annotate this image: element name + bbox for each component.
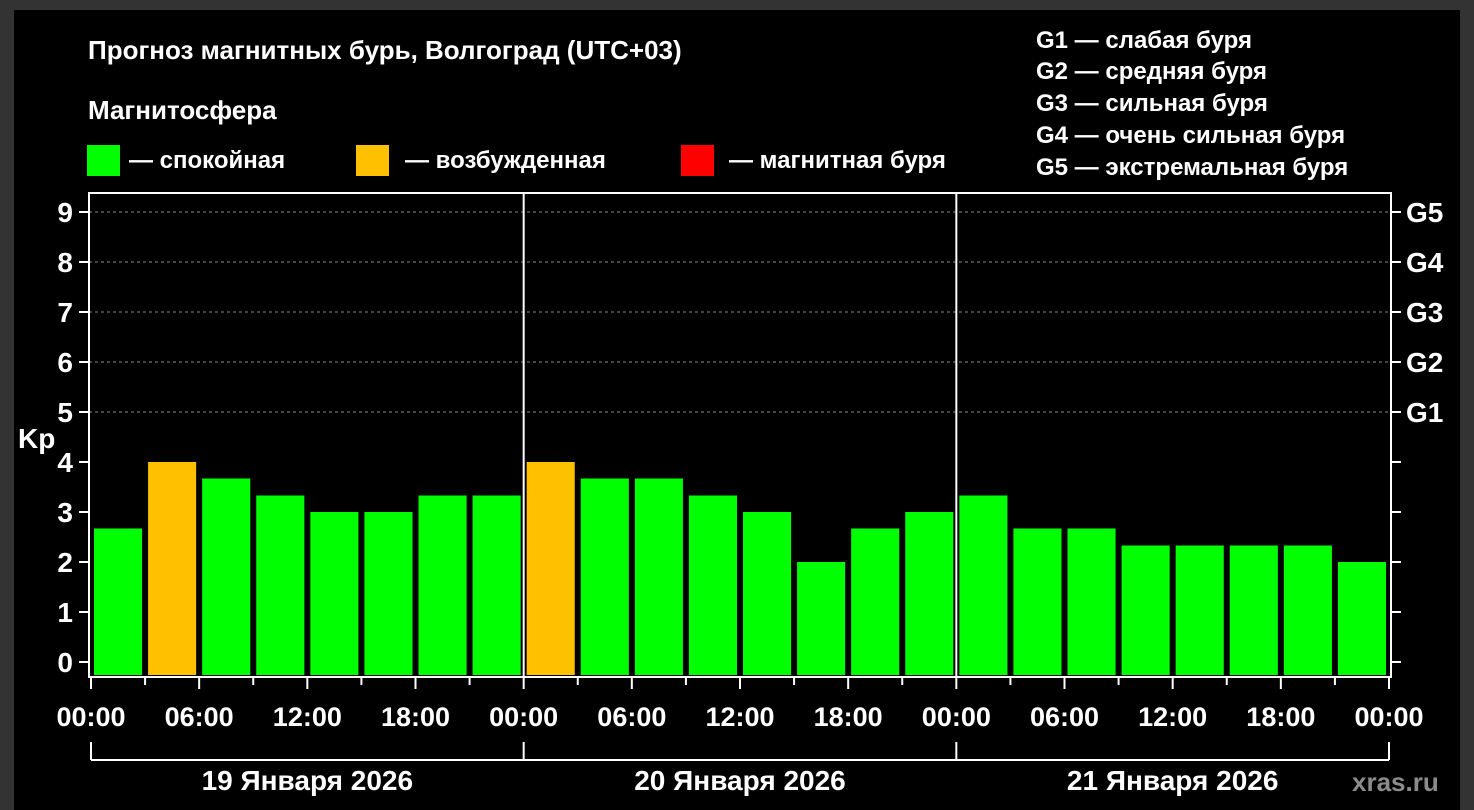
y-tick-label: 0 [57,647,73,678]
legend-swatch-storm [681,145,714,176]
storm-scale-g3: G3 — сильная буря [1036,90,1268,117]
x-tick-label: 06:00 [1030,702,1099,732]
x-tick-label: 00:00 [922,702,991,732]
legend-label-calm: — спокойная [129,147,285,174]
storm-scale-g5: G5 — экстремальная буря [1036,154,1348,181]
x-tick-label: 12:00 [705,702,774,732]
legend-swatch-excited [356,145,389,176]
chart-subtitle: Магнитосфера [88,95,277,125]
g-scale-label: G4 [1406,247,1444,278]
y-tick-label: 2 [57,547,73,578]
kp-chart: Прогноз магнитных бурь, Волгоград (UTC+0… [18,27,1444,797]
legend-label-storm: — магнитная буря [729,147,946,174]
x-tick-label: 12:00 [1138,702,1207,732]
kp-bar [472,495,521,675]
storm-scale-g4: G4 — очень сильная буря [1036,122,1345,149]
kp-bar [1121,545,1170,675]
y-tick-label: 1 [57,597,73,628]
g-scale-label: G1 [1406,397,1443,428]
kp-bar [94,528,143,675]
y-tick-label: 6 [57,347,73,378]
kp-bar [688,495,737,675]
day-label: 21 Января 2026 [1067,765,1279,796]
g-scale-label: G3 [1406,297,1443,328]
kp-bar [202,478,251,675]
y-axis-label: Kp [18,423,55,454]
x-tick-label: 00:00 [1354,702,1423,732]
watermark: xras.ru [1352,767,1439,797]
kp-bar [634,478,683,675]
x-tick-label: 18:00 [381,702,450,732]
x-tick-label: 00:00 [489,702,558,732]
day-label: 20 Января 2026 [634,765,846,796]
kp-bar [1337,562,1386,675]
y-tick-label: 3 [57,497,73,528]
kp-bar [1175,545,1224,675]
legend-swatch-calm [87,145,120,176]
kp-bar [256,495,305,675]
kp-bar [580,478,629,675]
chart-frame: Прогноз магнитных бурь, Волгоград (UTC+0… [14,10,1460,810]
kp-bar [1283,545,1332,675]
kp-bar [418,495,467,675]
chart-title: Прогноз магнитных бурь, Волгоград (UTC+0… [88,35,682,65]
x-tick-label: 18:00 [814,702,883,732]
kp-bar [797,562,846,675]
x-tick-label: 12:00 [273,702,342,732]
y-tick-label: 7 [57,297,73,328]
kp-bar [148,462,197,675]
kp-bar [1013,528,1062,675]
storm-scale-g2: G2 — средняя буря [1036,58,1267,85]
legend-label-excited: — возбужденная [405,147,606,174]
kp-bar [1067,528,1116,675]
kp-bar [743,512,792,675]
g-scale-label: G2 [1406,347,1443,378]
x-tick-label: 06:00 [597,702,666,732]
kp-bar [310,512,359,675]
kp-bar [851,528,900,675]
x-tick-label: 18:00 [1246,702,1315,732]
kp-bar [905,512,954,675]
storm-scale-g1: G1 — слабая буря [1036,27,1252,54]
g-scale-label: G5 [1406,197,1443,228]
x-tick-label: 00:00 [56,702,125,732]
day-label: 19 Января 2026 [202,765,414,796]
y-tick-label: 4 [57,447,73,478]
y-tick-label: 9 [57,197,73,228]
y-tick-label: 8 [57,247,73,278]
kp-bar [364,512,413,675]
x-tick-label: 06:00 [165,702,234,732]
y-tick-label: 5 [57,397,73,428]
kp-bar [959,495,1008,675]
kp-bar [526,462,575,675]
kp-bar [1229,545,1278,675]
